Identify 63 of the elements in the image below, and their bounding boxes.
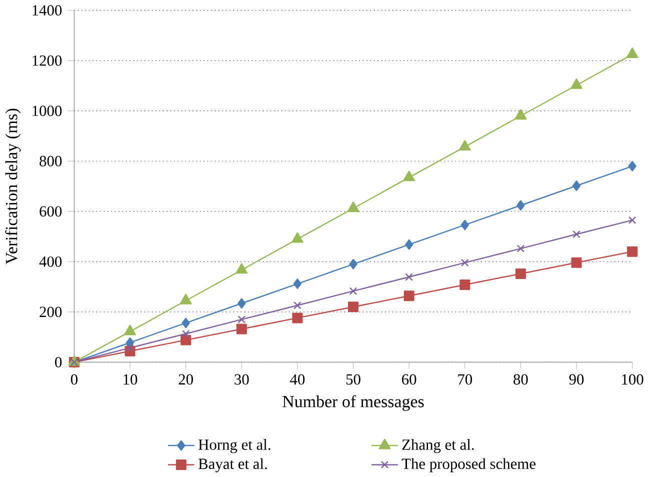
point	[628, 216, 636, 224]
point	[294, 301, 302, 310]
legend-label: Horng et al.	[198, 438, 270, 453]
point	[404, 290, 414, 301]
y-tick-label: 800	[40, 156, 62, 166]
y-tick-label: 600	[40, 206, 62, 216]
x-axis-title: Number of messages	[282, 395, 424, 411]
point	[628, 160, 636, 172]
point	[570, 78, 582, 89]
y-tick-label: 0	[55, 356, 62, 368]
y-tick-label: 1000	[32, 105, 62, 116]
point	[626, 47, 638, 58]
point	[236, 262, 248, 274]
point	[291, 232, 304, 243]
point	[347, 201, 360, 212]
x-tick-label: 60	[402, 374, 416, 384]
point	[182, 330, 190, 338]
point	[460, 220, 469, 230]
point	[405, 272, 413, 281]
x-tick-label: 40	[290, 374, 305, 384]
point	[180, 334, 192, 346]
legend-label: Zhang et al.	[402, 438, 474, 453]
point	[516, 200, 525, 210]
point	[349, 258, 358, 270]
point	[572, 180, 581, 191]
point	[182, 318, 190, 328]
point	[514, 108, 527, 120]
x-tick-label: 10	[124, 374, 138, 384]
point	[516, 244, 525, 252]
x-tick-label: 0	[70, 374, 78, 384]
point	[572, 230, 580, 238]
point	[404, 239, 414, 250]
legend-label: The proposed scheme	[402, 458, 536, 472]
x-tick-label: 30	[234, 374, 249, 384]
y-tick-label: 1400	[32, 4, 62, 16]
point	[515, 268, 526, 279]
point	[349, 286, 358, 295]
y-tick-label: 1200	[32, 55, 62, 66]
point	[292, 312, 303, 324]
point	[180, 294, 192, 304]
point	[238, 315, 246, 324]
x-tick-label: 90	[569, 374, 584, 384]
y-tick-label: 200	[40, 306, 62, 317]
point	[460, 258, 469, 266]
point	[348, 301, 359, 312]
legend-label: Bayat et al.	[198, 458, 267, 472]
y-axis-title: Verification delay (ms)	[5, 108, 21, 264]
point	[571, 257, 582, 268]
x-tick-label: 100	[622, 374, 644, 384]
x-tick-label: 50	[346, 374, 360, 384]
point	[126, 344, 134, 352]
point	[238, 298, 246, 308]
point	[460, 279, 470, 290]
point	[627, 246, 638, 257]
x-tick-label: 80	[514, 374, 528, 384]
point	[236, 324, 247, 334]
y-tick-label: 400	[39, 256, 62, 267]
point	[124, 324, 136, 336]
point	[403, 170, 416, 181]
point	[293, 278, 302, 289]
x-tick-label: 20	[178, 374, 193, 384]
x-tick-label: 70	[458, 374, 472, 384]
point	[458, 140, 471, 150]
